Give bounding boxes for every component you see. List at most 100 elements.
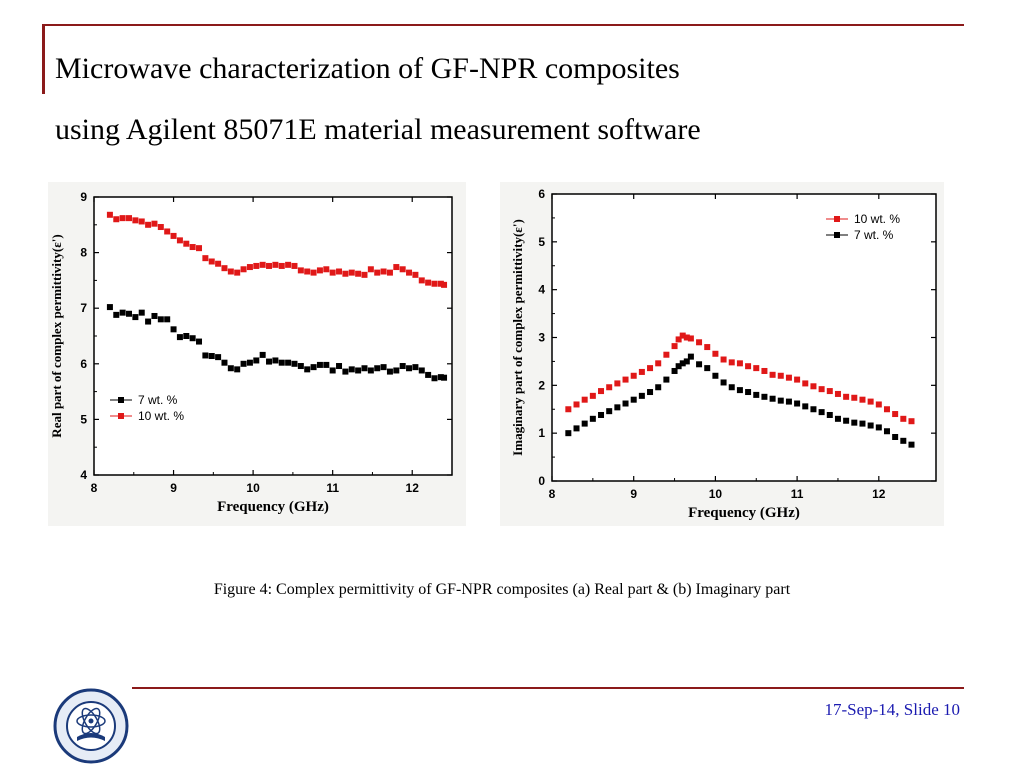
data-point-series-b (266, 262, 273, 269)
data-point-series-b (851, 419, 858, 426)
legend-label: 10 wt. % (854, 212, 900, 226)
data-point-series-a (696, 339, 703, 346)
data-point-series-b (745, 389, 752, 396)
data-point-series-b (908, 441, 915, 448)
data-point-series-b (647, 389, 654, 396)
data-point-series-b (316, 267, 323, 274)
data-point-series-a (310, 364, 317, 371)
data-point-series-a (679, 332, 686, 339)
data-point-series-a (393, 367, 400, 374)
data-point-series-b (875, 424, 882, 431)
data-point-series-a (802, 380, 809, 387)
data-point-series-a (785, 374, 792, 381)
data-point-series-a (675, 336, 682, 343)
data-point-series-a (671, 343, 678, 350)
data-point-series-b (164, 228, 171, 235)
data-point-series-a (246, 359, 253, 366)
chart-real-permittivity: 8 9 10 11 12 4 5 6 7 8 9 Frequency (GHz) Real part o… (48, 182, 466, 526)
data-point-series-a (202, 352, 209, 359)
data-point-series-a (170, 326, 177, 333)
data-point-series-a (374, 365, 381, 372)
data-point-series-a (253, 357, 260, 364)
data-point-series-a (834, 390, 841, 397)
title-left-rule (42, 24, 45, 94)
data-point-series-b (675, 363, 682, 370)
data-point-series-b (310, 269, 317, 276)
data-point-series-a (441, 374, 448, 381)
data-point-series-b (183, 240, 190, 247)
data-point-series-b (900, 437, 907, 444)
data-point-series-b (794, 400, 801, 407)
legend-marker (118, 397, 124, 403)
data-point-series-a (573, 401, 580, 408)
legend-label: 10 wt. % (138, 409, 184, 423)
data-point-series-b (622, 400, 629, 407)
legend-label: 7 wt. % (138, 393, 178, 407)
data-point-series-a (367, 367, 374, 374)
y-tick-label: 5 (80, 412, 87, 426)
data-point-series-a (285, 359, 292, 366)
legend-label: 7 wt. % (854, 228, 894, 242)
x-tick-label: 10 (709, 487, 723, 501)
data-point-series-a (851, 394, 858, 401)
data-point-series-a (355, 367, 362, 374)
data-point-series-b (638, 392, 645, 399)
data-point-series-a (647, 365, 654, 372)
x-tick-label: 12 (872, 487, 886, 501)
data-point-series-a (598, 388, 605, 395)
data-point-series-a (687, 335, 694, 342)
data-point-series-a (348, 366, 355, 373)
data-point-series-b (106, 211, 113, 218)
data-point-series-a (777, 372, 784, 379)
y-tick-label: 9 (80, 190, 87, 204)
data-point-series-b (253, 262, 260, 269)
data-point-series-a (720, 356, 727, 363)
data-point-series-a (208, 353, 215, 360)
data-point-series-b (208, 258, 215, 265)
data-point-series-a (304, 366, 311, 373)
data-point-series-a (316, 361, 323, 368)
data-point-series-b (679, 360, 686, 367)
data-point-series-b (336, 268, 343, 275)
data-point-series-a (728, 359, 735, 366)
data-point-series-b (374, 269, 381, 276)
y-tick-label: 2 (538, 378, 545, 392)
data-point-series-b (291, 262, 298, 269)
data-point-series-b (246, 264, 253, 271)
data-point-series-b (202, 255, 209, 262)
data-point-series-b (348, 269, 355, 276)
data-point-series-b (883, 428, 890, 435)
data-point-series-a (683, 334, 690, 341)
data-point-series-a (176, 334, 183, 341)
data-point-series-b (145, 221, 152, 228)
data-point-series-a (769, 371, 776, 378)
x-tick-label: 11 (791, 487, 804, 501)
data-point-series-a (291, 360, 298, 367)
data-point-series-a (630, 372, 637, 379)
data-point-series-b (304, 268, 311, 275)
data-point-series-b (655, 384, 662, 391)
data-point-series-b (614, 404, 621, 411)
data-point-series-b (196, 245, 203, 252)
data-point-series-b (573, 425, 580, 432)
data-point-series-a (826, 388, 833, 395)
legend-marker (834, 232, 840, 238)
data-point-series-a (712, 350, 719, 357)
data-point-series-b (386, 269, 393, 276)
data-point-series-b (683, 358, 690, 365)
data-point-series-a (883, 406, 890, 413)
data-point-series-b (441, 281, 448, 288)
data-point-series-b (227, 268, 234, 275)
data-point-series-b (589, 415, 596, 422)
data-point-series-a (106, 304, 113, 311)
data-point-series-b (671, 367, 678, 374)
data-point-series-b (132, 217, 139, 224)
data-point-series-a (323, 361, 330, 368)
data-point-series-a (196, 338, 203, 345)
data-point-series-b (818, 409, 825, 416)
data-point-series-b (418, 277, 425, 284)
data-point-series-b (151, 220, 158, 227)
data-point-series-a (189, 335, 196, 342)
data-point-series-a (431, 375, 438, 382)
